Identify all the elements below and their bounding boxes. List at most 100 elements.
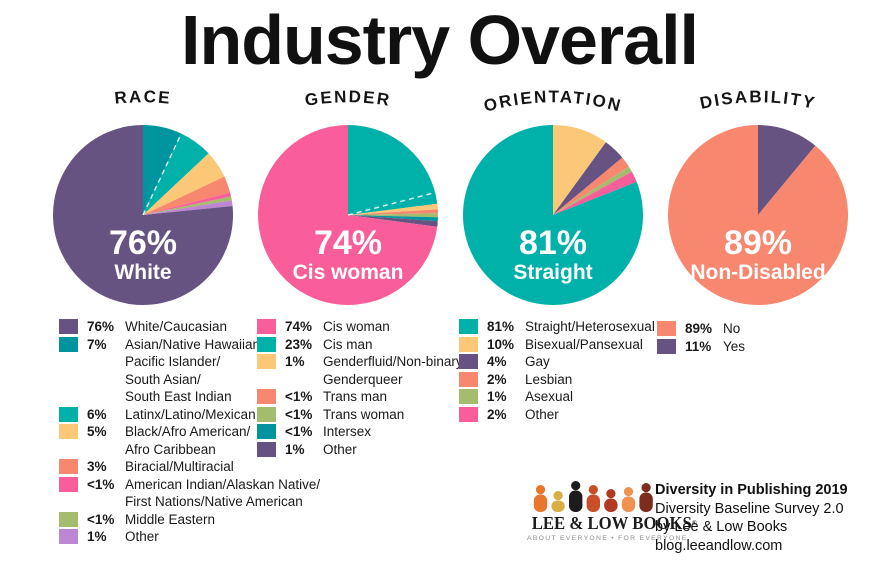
- legend-label: White/Caucasian: [125, 319, 228, 334]
- legend-swatch: [59, 336, 78, 352]
- pie-disability: YesNo: [668, 125, 848, 305]
- credit-survey: Diversity Baseline Survey 2.0: [655, 500, 844, 517]
- svg-text:DISABILITY: DISABILITY: [698, 87, 818, 113]
- legend-percent: 1%: [87, 529, 107, 544]
- legend-label: Middle Eastern: [125, 511, 216, 527]
- credit-url: blog.leeandlow.com: [655, 537, 783, 554]
- legend-swatch: [459, 389, 478, 404]
- legend-label: Black/Afro American/Afro Caribbean: [125, 424, 251, 457]
- legend-item: 2% Lesbian: [459, 371, 674, 389]
- legend-gender: 74% Cis woman 23% Cis man 1% Genderfluid/Non-…: [257, 318, 472, 458]
- pie-orientation: Bisexual/PansexualGayLesbianAsexualOther…: [463, 125, 643, 305]
- legend-label: No: [723, 321, 741, 336]
- legend-item: 74% Cis woman: [257, 318, 472, 336]
- legend-percent: <1%: [87, 476, 115, 492]
- legend-label: Cis woman: [323, 319, 390, 334]
- legend-item: 3% Biracial/Multiracial: [59, 458, 274, 476]
- legend-label: Trans woman: [323, 406, 405, 422]
- legend-percent: 2%: [487, 371, 507, 387]
- legend-swatch: [59, 319, 78, 334]
- legend-percent: 74%: [285, 319, 313, 334]
- legend-label: American Indian/Alaskan Native/First Nat…: [125, 476, 321, 510]
- legend-swatch: [657, 338, 676, 354]
- legend-swatch: [59, 424, 78, 439]
- legend-percent: <1%: [285, 424, 313, 439]
- legend-label: Intersex: [323, 424, 372, 439]
- legend-item: 5% Black/Afro American/Afro Caribbean: [59, 423, 274, 458]
- legend-label: Bisexual/Pansexual: [525, 336, 643, 352]
- legend-label: Cis man: [323, 336, 373, 352]
- chart-title-disability: DISABILITY: [698, 87, 818, 113]
- credit-author: by Lee & Low Books: [655, 519, 788, 535]
- legend-percent: 10%: [487, 336, 515, 352]
- legend-label: Genderfluid/Non-binary/Genderqueer: [323, 354, 467, 387]
- legend-swatch: [459, 406, 478, 422]
- legend-item: 7% Asian/Native Hawaiian/Pacific Islander…: [59, 336, 274, 406]
- legend-disability: 89% No 11% Yes: [657, 320, 872, 355]
- legend-swatch: [459, 336, 478, 352]
- page-title: Industry Overall: [181, 1, 699, 79]
- legend-item: 81% Straight/Heterosexual: [459, 318, 674, 336]
- legend-item: 1% Other: [59, 528, 274, 546]
- lee-and-low-logo: LEE & LOW BOOKS® ABOUT EVERYONE • FOR EV…: [527, 477, 697, 542]
- chart-title-race: RACE: [114, 87, 173, 108]
- legend-item: <1% Middle Eastern: [59, 511, 274, 529]
- legend-percent: <1%: [285, 389, 313, 404]
- svg-text:RACE: RACE: [114, 87, 173, 108]
- chart-title-gender: GENDER: [304, 87, 393, 110]
- legend-item: 2% Other: [459, 406, 674, 424]
- chart-race: RACE Asian/Native Hawaiian/Pacific Islan…: [43, 86, 243, 305]
- legend-item: 10% Bisexual/Pansexual: [459, 336, 674, 354]
- legend-item: <1% Trans woman: [257, 406, 472, 424]
- legend-item: <1% Intersex: [257, 423, 472, 441]
- legend-item: 4% Gay: [459, 353, 674, 371]
- legend-item: 1% Genderfluid/Non-binary/Genderqueer: [257, 353, 472, 388]
- chart-orientation: ORIENTATION Bisexual/PansexualGayLesbian…: [453, 86, 653, 305]
- credit-block: Diversity in Publishing 2019 Diversity B…: [655, 481, 848, 555]
- legend-swatch: [459, 354, 478, 369]
- legend-swatch: [59, 511, 78, 527]
- legend-item: <1% Trans man: [257, 388, 472, 406]
- legend-item: 76% White/Caucasian: [59, 318, 274, 336]
- chart-disability: DISABILITY YesNo 89% Non-Disabled: [658, 86, 858, 305]
- legend-label: Lesbian: [525, 371, 573, 387]
- legend-label: Trans man: [323, 389, 388, 404]
- pie-gender: Cis manGenderfluid/Non-binary/Genderquee…: [258, 125, 438, 305]
- legend-swatch: [459, 319, 478, 334]
- legend-percent: 6%: [87, 406, 107, 422]
- legend-item: 6% Latinx/Latino/Mexican: [59, 406, 274, 424]
- legend-swatch: [59, 476, 78, 492]
- legend-item: 1% Other: [257, 441, 472, 459]
- legend-swatch: [257, 424, 276, 439]
- legend-label: Other: [125, 529, 159, 544]
- svg-text:GENDER: GENDER: [304, 87, 393, 110]
- legend-item: 23% Cis man: [257, 336, 472, 354]
- legend-swatch: [59, 459, 78, 474]
- legend-percent: 3%: [87, 459, 107, 474]
- registered-mark: ®: [691, 519, 697, 527]
- legend-item: 1% Asexual: [459, 388, 674, 406]
- chart-gender: GENDER Cis manGenderfluid/Non-binary/Gen…: [248, 86, 448, 305]
- legend-swatch: [257, 354, 276, 369]
- legend-percent: 7%: [87, 336, 107, 352]
- legend-percent: 1%: [285, 441, 305, 457]
- svg-text:ORIENTATION: ORIENTATION: [482, 87, 625, 115]
- legend-percent: 81%: [487, 319, 515, 334]
- pie-race: Asian/Native Hawaiian/Pacific Islander/S…: [53, 125, 233, 305]
- legend-item: 11% Yes: [657, 338, 872, 356]
- legend-item: <1% American Indian/Alaskan Native/First …: [59, 476, 320, 511]
- legend-label: Straight/Heterosexual: [525, 319, 655, 334]
- legend-label: Other: [525, 406, 559, 422]
- legend-swatch: [257, 319, 276, 334]
- legend-percent: <1%: [87, 511, 115, 527]
- chart-title-orientation: ORIENTATION: [482, 87, 625, 115]
- legend-percent: 11%: [685, 338, 712, 354]
- logo-tagline: ABOUT EVERYONE • FOR EVERYONE: [527, 535, 688, 542]
- legend-percent: 89%: [685, 321, 713, 336]
- legend-label: Latinx/Latino/Mexican: [125, 406, 256, 422]
- legend-percent: 1%: [285, 354, 305, 369]
- legend-percent: 2%: [487, 406, 507, 422]
- legend-percent: 5%: [87, 424, 107, 439]
- legend-label: Asexual: [525, 389, 574, 404]
- legend-percent: <1%: [285, 406, 313, 422]
